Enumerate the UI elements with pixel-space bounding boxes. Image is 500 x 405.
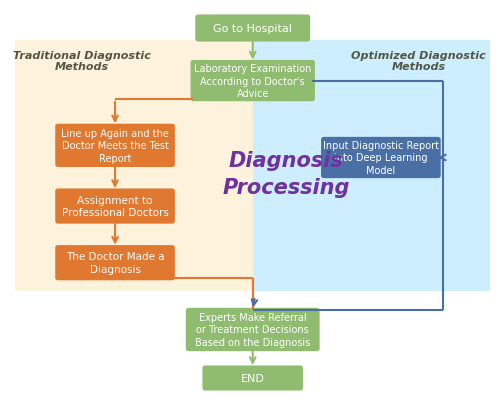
Text: Laboratory Examination
According to Doctor's
Advice: Laboratory Examination According to Doct… [194, 64, 312, 99]
Text: Traditional Diagnostic
Methods: Traditional Diagnostic Methods [13, 51, 151, 72]
Text: Optimized Diagnostic
Methods: Optimized Diagnostic Methods [352, 51, 486, 72]
Text: Assignment to
Professional Doctors: Assignment to Professional Doctors [62, 195, 168, 218]
Text: END: END [241, 373, 264, 383]
FancyBboxPatch shape [56, 189, 175, 224]
Bar [252, 41, 490, 291]
FancyBboxPatch shape [186, 308, 320, 351]
FancyBboxPatch shape [321, 138, 440, 179]
Bar [16, 41, 252, 291]
Text: Diagnosis
Processing: Diagnosis Processing [222, 151, 350, 197]
Text: Line up Again and the
Doctor Meets the Test
Report: Line up Again and the Doctor Meets the T… [61, 129, 169, 163]
Text: Input Diagnostic Report
into Deep Learning
Model: Input Diagnostic Report into Deep Learni… [323, 141, 439, 175]
FancyBboxPatch shape [56, 124, 175, 168]
Text: The Doctor Made a
Diagnosis: The Doctor Made a Diagnosis [66, 252, 164, 274]
Text: Experts Make Referral
or Treatment Decisions
Based on the Diagnosis: Experts Make Referral or Treatment Decis… [195, 312, 310, 347]
FancyBboxPatch shape [202, 366, 303, 390]
Text: Go to Hospital: Go to Hospital [214, 24, 292, 34]
FancyBboxPatch shape [196, 15, 310, 43]
FancyBboxPatch shape [190, 61, 315, 102]
FancyBboxPatch shape [56, 245, 175, 281]
